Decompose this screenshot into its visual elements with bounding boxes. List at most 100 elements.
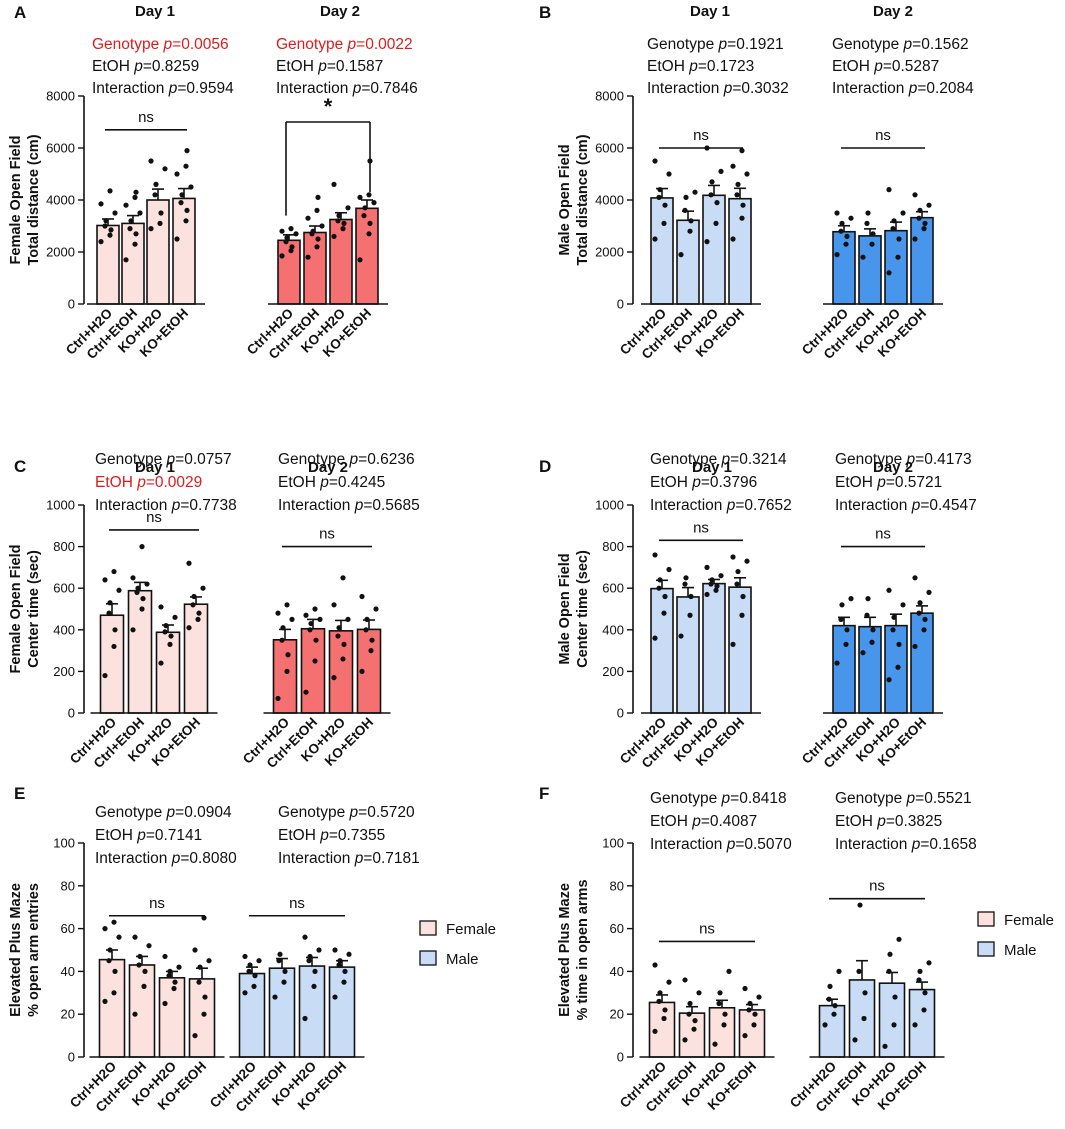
y-axis-label: Female Open Field Center time (sec) (8, 545, 42, 674)
data-point (157, 220, 163, 226)
data-point (688, 218, 694, 224)
data-point (896, 936, 902, 942)
y-tick-label: 40 (610, 964, 624, 979)
stat-p-value: =0.0904 (175, 804, 232, 821)
data-point (661, 1015, 667, 1022)
data-point (857, 902, 863, 908)
data-point (112, 210, 118, 216)
data-point (890, 226, 896, 232)
stat-p-symbol: p (903, 36, 913, 53)
data-point (98, 239, 104, 245)
bar (96, 224, 120, 305)
data-point (335, 218, 341, 224)
stat-p-value: =0.1658 (920, 836, 976, 853)
data-point (158, 604, 164, 610)
significance-label: ns (289, 895, 305, 912)
data-point (276, 958, 282, 964)
y-tick-label: 400 (53, 622, 75, 637)
legend-label: Female (1004, 912, 1054, 929)
y-tick-label: 40 (61, 964, 75, 979)
data-point (168, 633, 174, 639)
data-point (162, 1000, 168, 1007)
stat-p-symbol: p (347, 36, 357, 53)
data-point (843, 241, 849, 247)
data-point (369, 637, 375, 643)
stat-p-symbol: p (354, 850, 364, 867)
data-point (111, 990, 117, 996)
stat-label: Genotype (95, 804, 167, 821)
data-point (137, 210, 143, 216)
data-point (331, 233, 337, 239)
data-point (281, 979, 287, 985)
data-point (739, 612, 745, 618)
data-point (682, 1037, 688, 1043)
data-point (886, 270, 892, 276)
stat-line: Interaction p=0.9594 (92, 80, 234, 97)
group-title: Day 2 (873, 459, 913, 476)
y-axis-label-line: Total distance (cm) (575, 134, 591, 265)
data-point (279, 228, 285, 234)
group-title: Day 1 (135, 459, 175, 476)
y-tick-label: 0 (617, 1050, 624, 1065)
bar (121, 222, 145, 305)
data-point (196, 979, 202, 985)
y-tick-label: 0 (68, 1050, 75, 1065)
data-point (926, 202, 932, 208)
y-axis-label-line: Female Open Field (8, 545, 24, 674)
data-point (111, 568, 117, 575)
stat-p-value: =0.7141 (146, 827, 202, 844)
data-point (708, 192, 714, 198)
data-point (891, 218, 897, 224)
data-point (742, 985, 748, 992)
stat-label: EtOH (95, 827, 137, 844)
panel-A: A 0 2000 4000 6000 8000 Female Open Field Total… (8, 3, 418, 362)
data-point (357, 194, 363, 200)
stat-label: Interaction (650, 836, 727, 853)
significance-label: ns (875, 526, 891, 543)
data-point (896, 641, 902, 647)
data-point (106, 958, 112, 964)
y-tick-label: 4000 (46, 193, 75, 208)
data-point (111, 643, 117, 650)
stat-line: Genotype p=0.8418 (650, 790, 787, 807)
data-point (834, 252, 840, 258)
data-point (336, 213, 342, 219)
data-point (740, 202, 746, 208)
data-point (860, 650, 866, 656)
data-point (197, 964, 203, 970)
data-point (721, 1022, 727, 1028)
significance-label: ns (149, 895, 165, 912)
data-point (310, 228, 316, 234)
significance-label: ns (693, 127, 709, 144)
stat-label: Interaction (832, 80, 909, 97)
stat-line: Genotype p=0.0904 (95, 804, 232, 821)
data-point (332, 947, 338, 953)
data-point (856, 968, 862, 975)
data-point (692, 189, 698, 195)
y-axis-label: Male Open Field Total distance (cm) (557, 134, 591, 265)
stat-p-symbol: p (691, 474, 701, 491)
stat-p-symbol: p (317, 58, 327, 75)
data-point (838, 228, 844, 234)
data-point (916, 610, 922, 616)
stat-line: EtOH p=0.4245 (278, 474, 385, 491)
bar (708, 1006, 736, 1058)
data-point (282, 968, 288, 975)
data-point (316, 947, 322, 953)
data-point (730, 163, 736, 169)
stat-label: EtOH (650, 813, 692, 830)
stat-label: Interaction (835, 497, 912, 514)
data-point (107, 188, 113, 194)
group-title: Day 1 (692, 459, 732, 476)
data-point (839, 602, 845, 608)
data-point (834, 210, 840, 216)
data-point (916, 977, 922, 983)
data-point (305, 254, 311, 260)
stat-p-symbol: p (721, 451, 731, 468)
data-point (730, 236, 736, 242)
data-point (123, 257, 129, 263)
y-tick-label: 0 (617, 706, 624, 721)
data-point (132, 1011, 138, 1017)
data-point (336, 625, 342, 631)
stat-p-value: =0.7846 (361, 80, 417, 97)
